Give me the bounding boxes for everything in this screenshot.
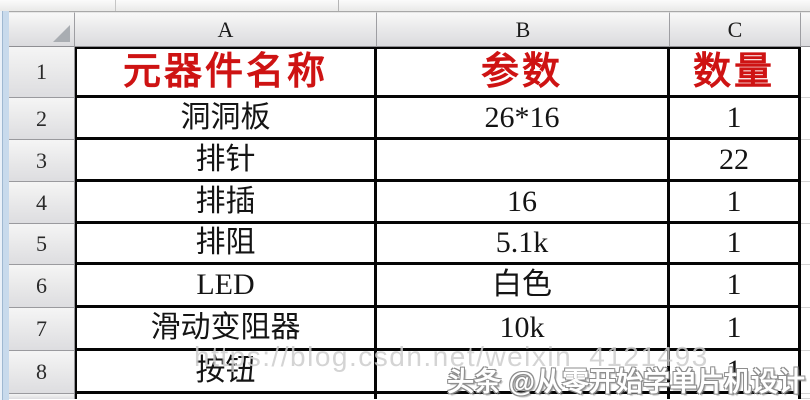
gridline-filler xyxy=(801,394,810,399)
cell-C6[interactable]: 1 xyxy=(670,265,801,308)
cell-A2[interactable]: 洞洞板 xyxy=(75,98,377,140)
select-all-triangle-icon xyxy=(53,25,70,42)
cell-C8[interactable]: 1 xyxy=(670,351,801,394)
gridline-filler xyxy=(801,182,810,224)
gridline-filler xyxy=(801,98,810,140)
cell-A1[interactable]: 元器件名称 xyxy=(75,47,377,98)
cell-B1[interactable]: 参数 xyxy=(377,47,670,98)
window-left-edge xyxy=(0,11,9,400)
gridline-filler xyxy=(801,224,810,265)
cell-C7[interactable]: 1 xyxy=(670,308,801,351)
column-header-a[interactable]: A xyxy=(75,12,377,47)
row-header-2[interactable]: 2 xyxy=(9,98,75,140)
cell-A9[interactable] xyxy=(75,394,377,399)
table-row-8: 8 按钮 1 xyxy=(9,351,810,394)
row-header-4[interactable]: 4 xyxy=(9,182,75,224)
gridline-filler xyxy=(801,47,810,98)
cell-C1[interactable]: 数量 xyxy=(670,47,801,98)
table-row-5: 5 排阻 5.1k 1 xyxy=(9,224,810,265)
table-row-9-sliver xyxy=(9,394,810,399)
cell-A6[interactable]: LED xyxy=(75,265,377,308)
row-header-1[interactable]: 1 xyxy=(9,47,75,98)
row-header-5[interactable]: 5 xyxy=(9,224,75,265)
cell-C4[interactable]: 1 xyxy=(670,182,801,224)
column-header-d-sliver[interactable] xyxy=(801,12,810,47)
table-row-2: 2 洞洞板 26*16 1 xyxy=(9,98,810,140)
cell-A4[interactable]: 排插 xyxy=(75,182,377,224)
gridline-filler xyxy=(801,265,810,308)
table-row-4: 4 排插 16 1 xyxy=(9,182,810,224)
formula-bar-edge xyxy=(0,0,810,12)
table-row-7: 7 滑动变阻器 10k 1 xyxy=(9,308,810,351)
table-row-1: 1 元器件名称 参数 数量 xyxy=(9,47,810,98)
cell-A8[interactable]: 按钮 xyxy=(75,351,377,394)
cell-B8[interactable] xyxy=(377,351,670,394)
cell-B4[interactable]: 16 xyxy=(377,182,670,224)
gridline-filler xyxy=(801,140,810,182)
cell-A7[interactable]: 滑动变阻器 xyxy=(75,308,377,351)
cell-A5[interactable]: 排阻 xyxy=(75,224,377,265)
column-header-c[interactable]: C xyxy=(670,12,801,47)
cell-A3[interactable]: 排针 xyxy=(75,140,377,182)
row-header-7[interactable]: 7 xyxy=(9,308,75,351)
cell-B7[interactable]: 10k xyxy=(377,308,670,351)
cell-C9[interactable] xyxy=(670,394,801,399)
cell-C2[interactable]: 1 xyxy=(670,98,801,140)
table-row-3: 3 排针 22 xyxy=(9,140,810,182)
select-all-button[interactable] xyxy=(9,12,75,47)
cell-B3[interactable] xyxy=(377,140,670,182)
table-row-6: 6 LED 白色 1 xyxy=(9,265,810,308)
gridline-filler xyxy=(801,351,810,394)
formula-bar-divider xyxy=(338,0,339,11)
name-box-divider xyxy=(115,0,116,11)
row-header-9[interactable] xyxy=(9,394,75,399)
cell-B9[interactable] xyxy=(377,394,670,399)
cell-C3[interactable]: 22 xyxy=(670,140,801,182)
gridline-filler xyxy=(801,308,810,351)
row-header-8[interactable]: 8 xyxy=(9,351,75,394)
column-header-row: A B C xyxy=(9,12,810,47)
cell-B5[interactable]: 5.1k xyxy=(377,224,670,265)
cell-C5[interactable]: 1 xyxy=(670,224,801,265)
row-header-6[interactable]: 6 xyxy=(9,265,75,308)
cell-B2[interactable]: 26*16 xyxy=(377,98,670,140)
worksheet-grid: A B C 1 元器件名称 参数 数量 2 洞洞板 26*16 1 3 排针 2… xyxy=(9,12,810,400)
row-header-3[interactable]: 3 xyxy=(9,140,75,182)
cell-B6[interactable]: 白色 xyxy=(377,265,670,308)
column-header-b[interactable]: B xyxy=(377,12,670,47)
